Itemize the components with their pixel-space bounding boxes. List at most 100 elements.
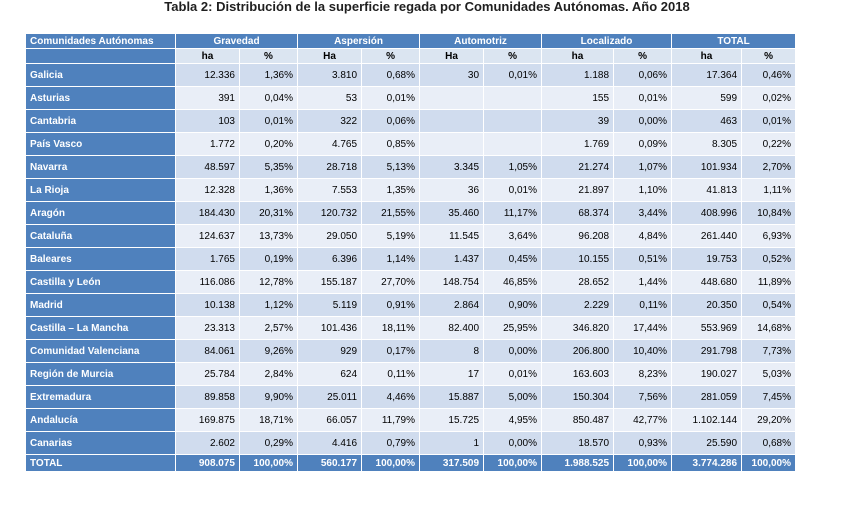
area-ha-cell: 8: [419, 339, 485, 363]
table-row: Andalucía 169.875 18,71% 66.057 11,79% 15.725…: [25, 408, 797, 432]
percent-cell: 21,55%: [361, 201, 421, 225]
percent-cell: 6,93%: [741, 224, 797, 248]
header-region: Comunidades Autónomas: [25, 33, 176, 49]
region-name-cell: Castilla – La Mancha: [25, 316, 176, 340]
area-ha-cell: 1.772: [175, 132, 240, 156]
area-ha-cell: 148.754: [419, 270, 485, 294]
table-row: Navarra 48.597 5,35% 28.718 5,13% 3.345 1,05% 2…: [25, 155, 797, 179]
area-ha-cell: 463: [671, 109, 743, 133]
region-name-cell: Galicia: [25, 63, 176, 87]
percent-cell: 0,20%: [238, 132, 299, 156]
area-ha-cell: 553.969: [671, 316, 743, 340]
area-ha-cell: 23.313: [175, 316, 240, 340]
area-ha-cell: 1.437: [419, 247, 485, 271]
area-ha-cell: 120.732: [297, 201, 363, 225]
percent-cell: 10,40%: [613, 339, 673, 363]
percent-cell: 7,56%: [613, 385, 673, 409]
region-name-cell: Navarra: [25, 155, 176, 179]
percent-cell: 1,14%: [361, 247, 421, 271]
percent-cell: 100,00%: [238, 454, 299, 472]
area-ha-cell: 19.753: [671, 247, 743, 271]
table-row: Galicia 12.336 1,36% 3.810 0,68% 30 0,01% 1.188…: [25, 63, 797, 87]
percent-cell: 100,00%: [741, 454, 797, 472]
percent-cell: 0,01%: [238, 109, 299, 133]
area-ha-cell: 15.887: [419, 385, 485, 409]
area-ha-cell: 10.155: [541, 247, 615, 271]
area-ha-cell: 155: [541, 86, 615, 110]
area-ha-cell: 4.765: [297, 132, 363, 156]
unit-header: Ha: [419, 48, 485, 64]
area-ha-cell: 448.680: [671, 270, 743, 294]
percent-cell: 42,77%: [613, 408, 673, 432]
percent-cell: 0,06%: [361, 109, 421, 133]
percent-cell: 0,01%: [741, 109, 797, 133]
percent-cell: 0,52%: [741, 247, 797, 271]
area-ha-cell: 89.858: [175, 385, 240, 409]
area-ha-cell: 6.396: [297, 247, 363, 271]
area-ha-cell: 17.364: [671, 63, 743, 87]
percent-cell: 4,46%: [361, 385, 421, 409]
area-ha-cell: 48.597: [175, 155, 240, 179]
region-name-cell: Andalucía: [25, 408, 176, 432]
area-ha-cell: 17: [419, 362, 485, 386]
area-ha-cell: 391: [175, 86, 240, 110]
percent-cell: 11,89%: [741, 270, 797, 294]
header-blank: [25, 48, 176, 64]
table-row: Extremadura 89.858 9,90% 25.011 4,46% 15.887 5…: [25, 385, 797, 409]
area-ha-cell: 624: [297, 362, 363, 386]
percent-cell: 0,01%: [483, 178, 543, 202]
area-ha-cell: 184.430: [175, 201, 240, 225]
percent-cell: 0,00%: [613, 109, 673, 133]
area-ha-cell: 25.590: [671, 431, 743, 455]
table-row: Comunidad Valenciana 84.061 9,26% 929 0,17% 8…: [25, 339, 797, 363]
percent-cell: 5,19%: [361, 224, 421, 248]
percent-cell: 29,20%: [741, 408, 797, 432]
percent-cell: 3,64%: [483, 224, 543, 248]
percent-cell: 18,11%: [361, 316, 421, 340]
percent-cell: 0,06%: [613, 63, 673, 87]
percent-cell: 100,00%: [483, 454, 543, 472]
percent-cell: 17,44%: [613, 316, 673, 340]
header-gravedad: Gravedad: [174, 33, 299, 49]
area-ha-cell: 124.637: [175, 224, 240, 248]
percent-cell: 2,57%: [238, 316, 299, 340]
region-name-cell: La Rioja: [25, 178, 176, 202]
area-ha-cell: 7.553: [297, 178, 363, 202]
area-ha-cell: 25.784: [175, 362, 240, 386]
table-row: País Vasco 1.772 0,20% 4.765 0,85% 1.769 0,09%…: [25, 132, 797, 156]
area-ha-cell: 3.345: [419, 155, 485, 179]
area-ha-cell: 850.487: [541, 408, 615, 432]
percent-cell: 0,51%: [613, 247, 673, 271]
percent-cell: 46,85%: [483, 270, 543, 294]
percent-cell: 4,95%: [483, 408, 543, 432]
percent-cell: 0,00%: [483, 339, 543, 363]
unit-header: %: [483, 48, 543, 64]
percent-cell: 0,02%: [741, 86, 797, 110]
area-ha-cell: 929: [297, 339, 363, 363]
percent-cell: 1,05%: [483, 155, 543, 179]
percent-cell: 0,17%: [361, 339, 421, 363]
percent-cell: 0,54%: [741, 293, 797, 317]
area-ha-cell: 84.061: [175, 339, 240, 363]
area-ha-cell: 21.274: [541, 155, 615, 179]
unit-header: %: [741, 48, 797, 64]
percent-cell: 1,11%: [741, 178, 797, 202]
region-name-cell: Asturias: [25, 86, 176, 110]
total-row: TOTAL 908.075 100,00% 560.177 100,00% 317.509…: [25, 454, 797, 472]
percent-cell: 10,84%: [741, 201, 797, 225]
area-ha-cell: 346.820: [541, 316, 615, 340]
header-aspersion: Aspersión: [297, 33, 421, 49]
percent-cell: 0,68%: [741, 431, 797, 455]
table-row: Castilla – La Mancha 23.313 2,57% 101.436 18…: [25, 316, 797, 340]
percent-cell: 25,95%: [483, 316, 543, 340]
area-ha-cell: 11.545: [419, 224, 485, 248]
percent-cell: [483, 109, 543, 133]
percent-cell: 0,45%: [483, 247, 543, 271]
percent-cell: 4,84%: [613, 224, 673, 248]
percent-cell: 7,45%: [741, 385, 797, 409]
area-ha-cell: 21.897: [541, 178, 615, 202]
unit-header: ha: [541, 48, 615, 64]
percent-cell: 0,00%: [483, 431, 543, 455]
percent-cell: 0,01%: [613, 86, 673, 110]
region-name-cell: Aragón: [25, 201, 176, 225]
